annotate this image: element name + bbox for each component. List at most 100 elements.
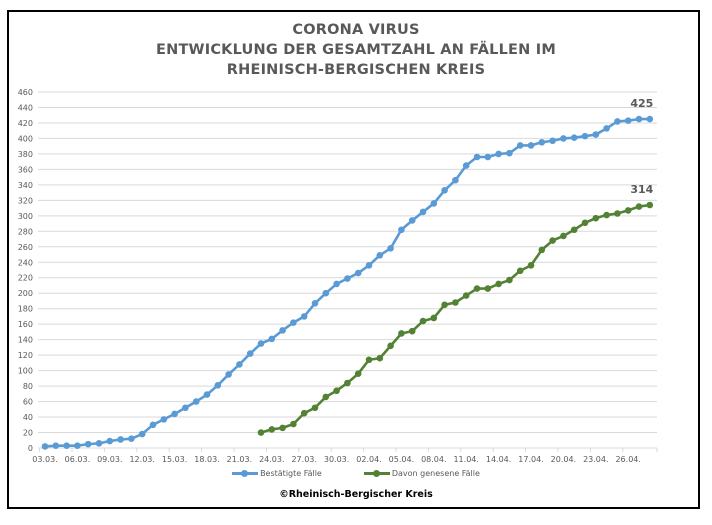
data-point[interactable] [138,430,146,438]
data-point[interactable] [236,361,243,368]
data-point[interactable] [581,219,589,227]
data-point[interactable] [160,416,168,423]
data-point[interactable] [203,391,211,398]
data-point[interactable] [581,132,589,140]
data-point[interactable] [300,313,308,320]
x-tick-label: 23.04. [583,455,608,464]
data-point[interactable] [646,115,654,123]
data-point[interactable] [52,442,60,449]
data-point[interactable] [182,404,189,412]
data-point[interactable] [538,139,546,146]
data-point[interactable] [527,262,535,269]
data-point[interactable] [473,153,481,161]
data-point[interactable] [322,393,330,401]
data-point[interactable] [603,125,610,132]
data-point[interactable] [560,135,567,142]
data-point[interactable] [549,137,556,145]
data-point[interactable] [333,280,340,288]
data-point[interactable] [462,292,470,299]
x-axis-ticks: 03.03. 06.03. 09.03. 12.03. 15.03. 18.03. 21.0… [32,448,658,464]
legend-item-recovered[interactable]: Davon genesene Fälle [363,468,480,478]
data-point[interactable] [408,327,416,335]
data-point[interactable] [484,153,492,161]
data-point[interactable] [614,210,621,217]
data-point[interactable] [128,435,135,443]
data-point[interactable] [419,317,427,325]
data-point[interactable] [549,237,556,244]
data-point[interactable] [527,142,535,149]
data-point[interactable] [117,436,124,443]
data-point[interactable] [624,117,632,124]
data-point[interactable] [398,226,405,234]
data-point[interactable] [95,440,103,447]
data-point[interactable] [149,421,157,429]
data-point[interactable] [365,262,373,269]
data-point[interactable] [376,251,384,259]
data-point[interactable] [398,330,405,337]
data-point[interactable] [268,335,276,343]
data-point[interactable] [516,142,524,149]
data-point[interactable] [614,118,621,125]
data-point[interactable] [376,354,384,362]
data-point[interactable] [344,275,351,282]
data-point[interactable] [516,267,524,275]
data-point[interactable] [506,276,513,284]
data-point[interactable] [624,207,632,214]
data-point[interactable] [603,211,610,219]
data-point[interactable] [560,232,567,240]
data-point[interactable] [257,429,265,436]
data-point[interactable] [279,424,286,432]
data-point[interactable] [592,214,600,222]
data-point[interactable] [419,208,427,216]
data-point[interactable] [74,442,81,449]
data-point[interactable] [354,269,362,277]
data-point[interactable] [268,426,276,433]
data-point[interactable] [333,387,340,395]
data-point[interactable] [495,150,502,158]
data-point[interactable] [106,437,114,445]
data-point[interactable] [538,246,546,254]
data-point[interactable] [322,289,330,297]
data-point[interactable] [225,371,232,378]
data-point[interactable] [84,440,92,448]
data-point[interactable] [290,319,297,326]
data-point[interactable] [495,280,502,288]
data-point[interactable] [63,442,70,449]
data-point[interactable] [441,301,448,309]
data-point[interactable] [192,398,200,405]
legend-item-confirmed[interactable]: Bestätigte Fälle [232,468,322,478]
data-point[interactable] [279,327,286,334]
data-point[interactable] [452,176,459,184]
data-point[interactable] [570,226,578,234]
data-point[interactable] [365,356,373,364]
data-point[interactable] [387,342,394,350]
data-point[interactable] [646,201,654,209]
data-point[interactable] [484,285,492,292]
data-point[interactable] [570,134,578,141]
data-point[interactable] [473,285,481,292]
data-point[interactable] [408,217,416,224]
data-point[interactable] [246,350,254,357]
data-point[interactable] [41,443,49,450]
data-point[interactable] [311,404,319,412]
data-point[interactable] [635,115,643,123]
x-tick-label: 21.03. [227,455,252,464]
data-point[interactable] [430,200,438,207]
data-point[interactable] [344,379,351,387]
data-point[interactable] [592,131,600,138]
data-point[interactable] [300,409,308,417]
data-point[interactable] [387,245,394,252]
data-point[interactable] [506,149,513,157]
data-point[interactable] [311,299,319,307]
data-point[interactable] [635,203,643,210]
data-point[interactable] [257,340,265,347]
data-point[interactable] [354,370,362,378]
y-tick-label: 240 [18,258,33,267]
data-point[interactable] [430,314,438,322]
data-point[interactable] [462,162,470,169]
data-point[interactable] [214,382,222,389]
data-point[interactable] [171,410,178,418]
data-point[interactable] [290,420,297,428]
data-point[interactable] [441,186,448,194]
data-point[interactable] [452,299,459,306]
